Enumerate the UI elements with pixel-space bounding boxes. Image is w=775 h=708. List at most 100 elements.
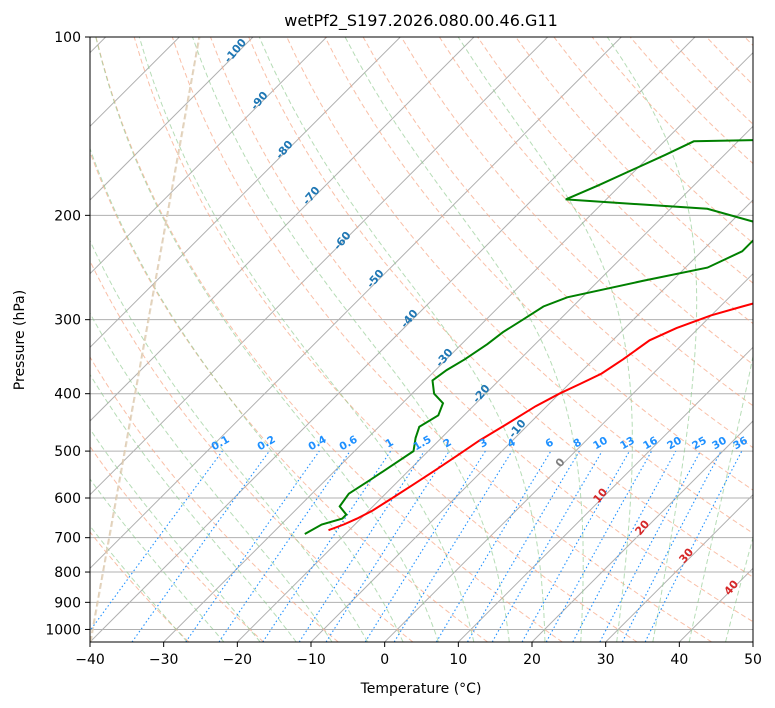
y-tick-label: 900 <box>54 595 81 611</box>
isotherm-line <box>90 37 328 275</box>
mixing-ratio-label: 36 <box>731 435 750 453</box>
mixing-ratio-line <box>218 450 351 642</box>
mixing-ratio-label: 0.6 <box>337 434 359 454</box>
x-tick-label: 50 <box>744 652 762 668</box>
dry-adiabat-label: -20 <box>470 382 493 406</box>
dry-adiabat-line <box>133 37 638 642</box>
moist-adiabat-line <box>344 37 584 642</box>
dry-adiabat-line <box>210 37 753 623</box>
dry-adiabat-line <box>90 150 488 642</box>
x-tick-label: 40 <box>670 652 688 668</box>
dry-adiabat-line <box>90 259 414 642</box>
y-tick-label: 300 <box>54 313 81 329</box>
isotherm-line <box>310 199 753 642</box>
dry-adiabat-line <box>90 356 339 642</box>
mixing-ratio-label: 0.4 <box>306 434 328 454</box>
mixing-ratio-line <box>393 450 513 642</box>
moist-adiabat-label: 40 <box>721 577 741 597</box>
dry-adiabat-line <box>706 37 753 86</box>
moist-adiabat-line <box>90 525 188 642</box>
isotherm-line <box>236 125 753 642</box>
moist-adiabat-line <box>606 37 698 642</box>
dry-adiabat-line <box>90 531 190 642</box>
dry-adiabat-line <box>553 37 753 244</box>
y-tick-label: 1000 <box>45 622 81 638</box>
mixing-ratio-line <box>298 450 425 642</box>
isotherm-line <box>90 37 549 496</box>
y-axis-label: Pressure (hPa) <box>12 290 28 390</box>
dry-adiabat-line <box>362 37 753 449</box>
dry-adiabat-line <box>438 37 753 366</box>
isotherm-line <box>457 346 753 642</box>
dry-adiabat-line <box>744 37 753 47</box>
sounding-profiles <box>304 139 753 535</box>
isotherm-line <box>752 641 753 642</box>
isotherm-line <box>531 420 753 642</box>
mixing-ratio-line <box>621 450 722 642</box>
mixing-ratio-line <box>262 450 392 642</box>
isotherm-line <box>678 567 753 642</box>
dry-adiabat-line <box>248 37 753 578</box>
dry-adiabat-line <box>171 37 712 642</box>
isotherm-line <box>163 51 753 642</box>
temperature-profile-line <box>328 302 753 532</box>
dewpoint-profile-line <box>304 139 753 535</box>
x-tick-label: −30 <box>149 652 179 668</box>
dry-adiabat-line <box>90 445 264 642</box>
mixing-ratio-label: 25 <box>690 435 709 453</box>
x-tick-label: −10 <box>296 652 326 668</box>
y-tick-label: 700 <box>54 531 81 547</box>
dry-adiabat-line <box>324 37 753 491</box>
moist-adiabat-line <box>90 428 261 642</box>
mixing-ratio-line <box>572 450 677 642</box>
moist-adiabat-line <box>90 312 333 642</box>
mixing-ratio-line <box>185 450 320 642</box>
y-tick-label: 200 <box>54 208 81 224</box>
mixing-ratio-line <box>131 450 270 642</box>
y-tick-label: 800 <box>54 565 81 581</box>
moist-adiabat-line <box>258 37 546 642</box>
moist-adiabat-line <box>90 239 369 642</box>
dry-adiabat-label: -70 <box>300 184 323 208</box>
isotherm-line <box>90 37 401 349</box>
mixing-ratio-label: 0.2 <box>255 434 277 454</box>
dry-adiabat-label: -50 <box>364 267 387 291</box>
isotherm-line <box>90 37 254 201</box>
plot-frame <box>89 36 754 643</box>
dry-adiabat-label: -60 <box>331 229 354 253</box>
x-tick-label: 30 <box>597 652 615 668</box>
moist-adiabat-line <box>90 478 225 642</box>
mixing-ratio-line <box>325 450 450 642</box>
y-tick-label: 500 <box>54 444 81 460</box>
dry-adiabat-line <box>95 37 563 642</box>
isotherm-line <box>384 272 753 642</box>
moist-adiabat-line <box>95 37 439 642</box>
y-axis: 100 200 300 400 500 600 700 800 900 1000 <box>45 30 90 638</box>
isotherm-line <box>90 37 696 642</box>
mixing-ratio-label: 16 <box>641 435 660 453</box>
moist-adiabat-line <box>90 373 297 642</box>
mixing-ratio-line <box>644 450 743 642</box>
dry-adiabat-label: -90 <box>248 89 271 113</box>
mixing-ratio-label: 2 <box>441 436 453 450</box>
mixing-ratio-label: 1.5 <box>411 434 433 454</box>
moist-adiabat-label: 0 <box>553 455 568 469</box>
x-axis: −40 −30 −20 −10 0 10 20 30 40 50 <box>75 642 762 668</box>
isotherm-line <box>90 37 622 570</box>
background-reference-lines <box>90 37 753 642</box>
dry-adiabat-label: -100 <box>221 36 249 66</box>
moist-adiabat-line <box>725 535 753 642</box>
mixing-ratio-line <box>521 450 630 642</box>
reference-curve-line <box>90 37 200 642</box>
mixing-ratio-label: 1 <box>383 436 395 450</box>
x-tick-label: −20 <box>223 652 253 668</box>
mixing-ratio-label: 3 <box>477 436 489 450</box>
chart-title: wetPf2_S197.2026.080.00.46.G11 <box>284 11 558 31</box>
moist-adiabat-line <box>192 37 510 642</box>
moist-adiabat-label: 20 <box>632 517 652 537</box>
mixing-ratio-label: 30 <box>710 435 729 453</box>
moist-adiabat-line <box>90 147 404 642</box>
x-tick-label: 20 <box>523 652 541 668</box>
mixing-ratio-label: 13 <box>618 435 637 453</box>
